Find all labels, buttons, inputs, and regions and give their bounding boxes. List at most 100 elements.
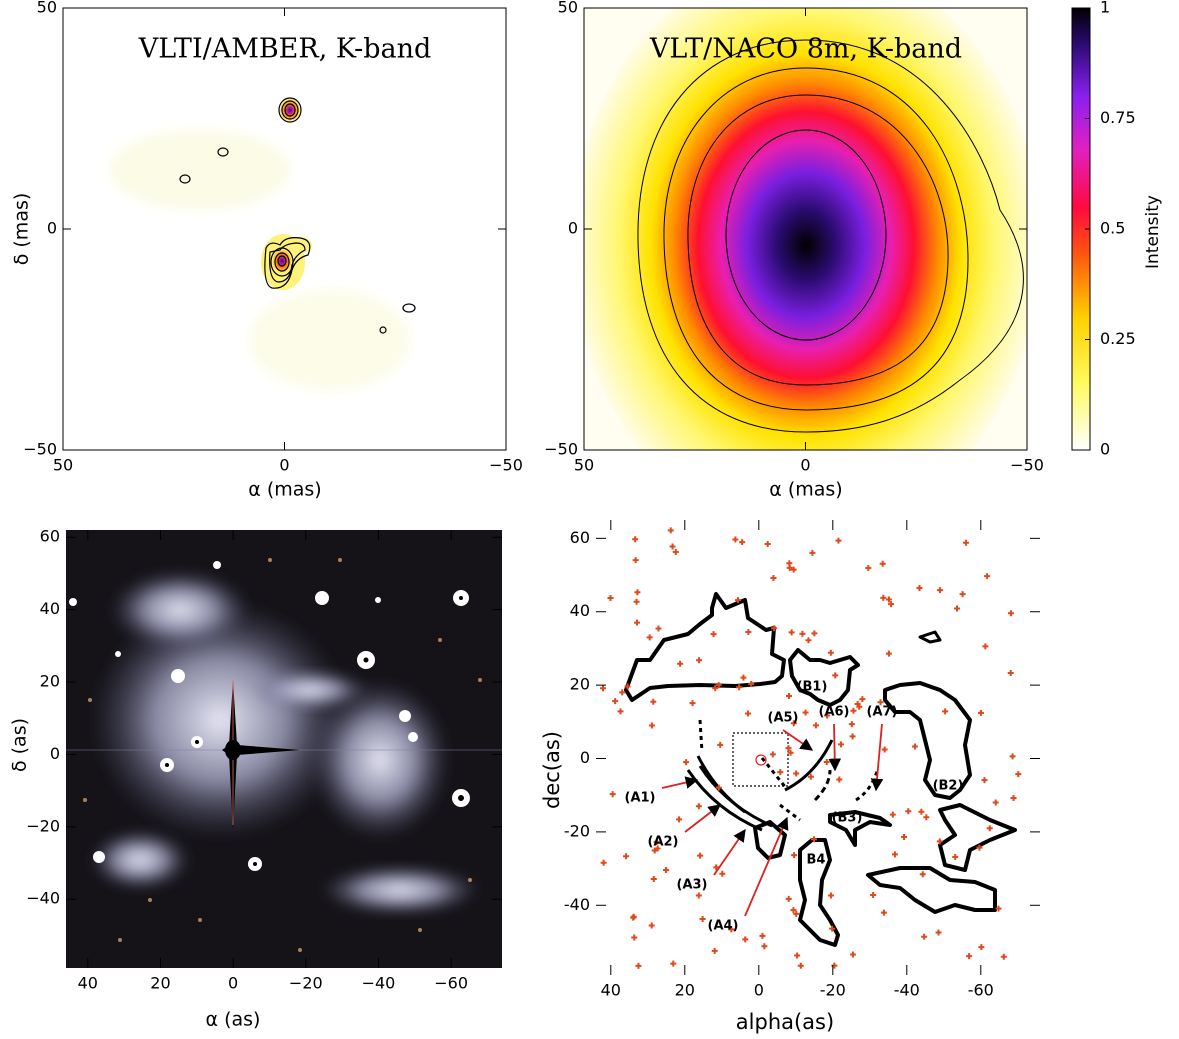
star-cross (699, 916, 706, 923)
star-cross (650, 698, 657, 705)
star-cross (669, 543, 676, 550)
star-cross (976, 844, 983, 851)
star-cross (650, 876, 657, 883)
star-cross (790, 907, 797, 914)
x-tick-label: 40 (78, 974, 98, 993)
star-cross (992, 799, 999, 806)
star-cross (911, 743, 918, 750)
star-cross (995, 905, 1002, 912)
star-cross (984, 573, 991, 580)
star-cross (683, 759, 690, 766)
star-cross (648, 922, 655, 929)
star-cross (1009, 753, 1016, 760)
star-cross (695, 892, 702, 899)
y-tick-label: 50 (37, 0, 57, 17)
star-cross (696, 657, 703, 664)
star-cross (811, 630, 818, 637)
star-cross (689, 700, 696, 707)
star-cross (794, 952, 801, 959)
star-cross (791, 852, 798, 859)
star-cross (827, 892, 834, 899)
star-cross (711, 947, 718, 954)
y-tick-label: 0 (580, 748, 590, 767)
star-cross (715, 682, 722, 689)
star-cross (630, 914, 637, 921)
star-cross (827, 649, 834, 656)
star-cross (744, 710, 751, 717)
star-cross (962, 539, 969, 546)
x-tick-label: 50 (53, 456, 73, 475)
star-cross (981, 777, 988, 784)
y-tick-label: -40 (564, 895, 590, 914)
y-tick-label: 20 (40, 672, 60, 691)
star-cross (1000, 953, 1007, 960)
star-cross (632, 557, 639, 564)
annotation: (B1) (797, 680, 828, 695)
star-cross (612, 698, 619, 705)
annotation: (B2) (933, 779, 964, 794)
y-tick-label: 40 (570, 601, 590, 620)
star-cross (717, 741, 724, 748)
star-cross (877, 699, 884, 706)
y-tick-label: −20 (26, 816, 60, 835)
x-tick-label: −20 (289, 974, 323, 993)
panel-title: VLTI/AMBER, K-band (138, 34, 432, 65)
x-axis-label: alpha(as) (736, 1010, 834, 1034)
star-cross (759, 932, 766, 939)
star-cross (797, 962, 804, 969)
star-cross (740, 674, 747, 681)
star-cross (891, 851, 898, 858)
y-tick-label: 20 (570, 675, 590, 694)
star-cross (885, 596, 892, 603)
star-cross (769, 751, 776, 758)
star-cross (870, 891, 877, 898)
star-cross (667, 527, 674, 534)
star-cross (849, 733, 856, 740)
star-cross (982, 643, 989, 650)
star-cross (732, 536, 739, 543)
star-cross (793, 770, 800, 777)
y-tick-label: 60 (570, 528, 590, 547)
star-cross (807, 773, 814, 780)
x-tick-label: −40 (362, 974, 396, 993)
star-cross (648, 722, 655, 729)
star-cross (986, 825, 993, 832)
star-cross (859, 696, 866, 703)
y-axis-label: dec(as) (540, 731, 564, 809)
star-cross (835, 537, 842, 544)
star-cross (881, 746, 888, 753)
star-cross (916, 585, 923, 592)
star-cross (600, 859, 607, 866)
annotation-arrow (744, 816, 789, 917)
star-cross (764, 541, 771, 548)
star-cross (672, 549, 679, 556)
x-tick-label: -40 (894, 981, 920, 1000)
star-cross (935, 929, 942, 936)
annotation: (A1) (625, 791, 656, 806)
annotation-arrow (870, 723, 884, 792)
star-cross (787, 749, 794, 756)
star-cross (836, 776, 843, 783)
star-cross (786, 692, 793, 699)
x-tick-label: 0 (279, 456, 289, 475)
star-cross (889, 811, 896, 818)
star-cross (865, 564, 872, 571)
star-cross (710, 631, 717, 638)
star-cross (739, 539, 746, 546)
star-cross (785, 745, 792, 752)
x-tick-label: 40 (601, 981, 621, 1000)
nebula-image (66, 530, 502, 968)
star-markers (600, 527, 1022, 969)
y-tick-label: 0 (50, 744, 60, 763)
star-cross (799, 630, 806, 637)
star-cross (607, 594, 614, 601)
star-cross (854, 700, 861, 707)
colorbar-tick-label: 0 (1100, 440, 1110, 459)
y-tick-label: −40 (26, 889, 60, 908)
star-cross (624, 683, 631, 690)
annotation: B4 (807, 853, 826, 868)
amber-image (63, 8, 506, 450)
star-cross (879, 560, 886, 567)
panel-title: VLT/NACO 8m, K-band (649, 34, 962, 65)
